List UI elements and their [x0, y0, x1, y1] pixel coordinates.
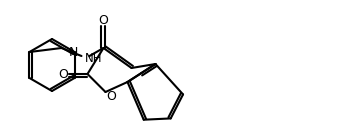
Text: N: N [69, 45, 78, 58]
Text: O: O [106, 89, 116, 102]
Text: NH: NH [85, 52, 102, 65]
Text: O: O [99, 14, 109, 26]
Text: O: O [59, 68, 69, 81]
